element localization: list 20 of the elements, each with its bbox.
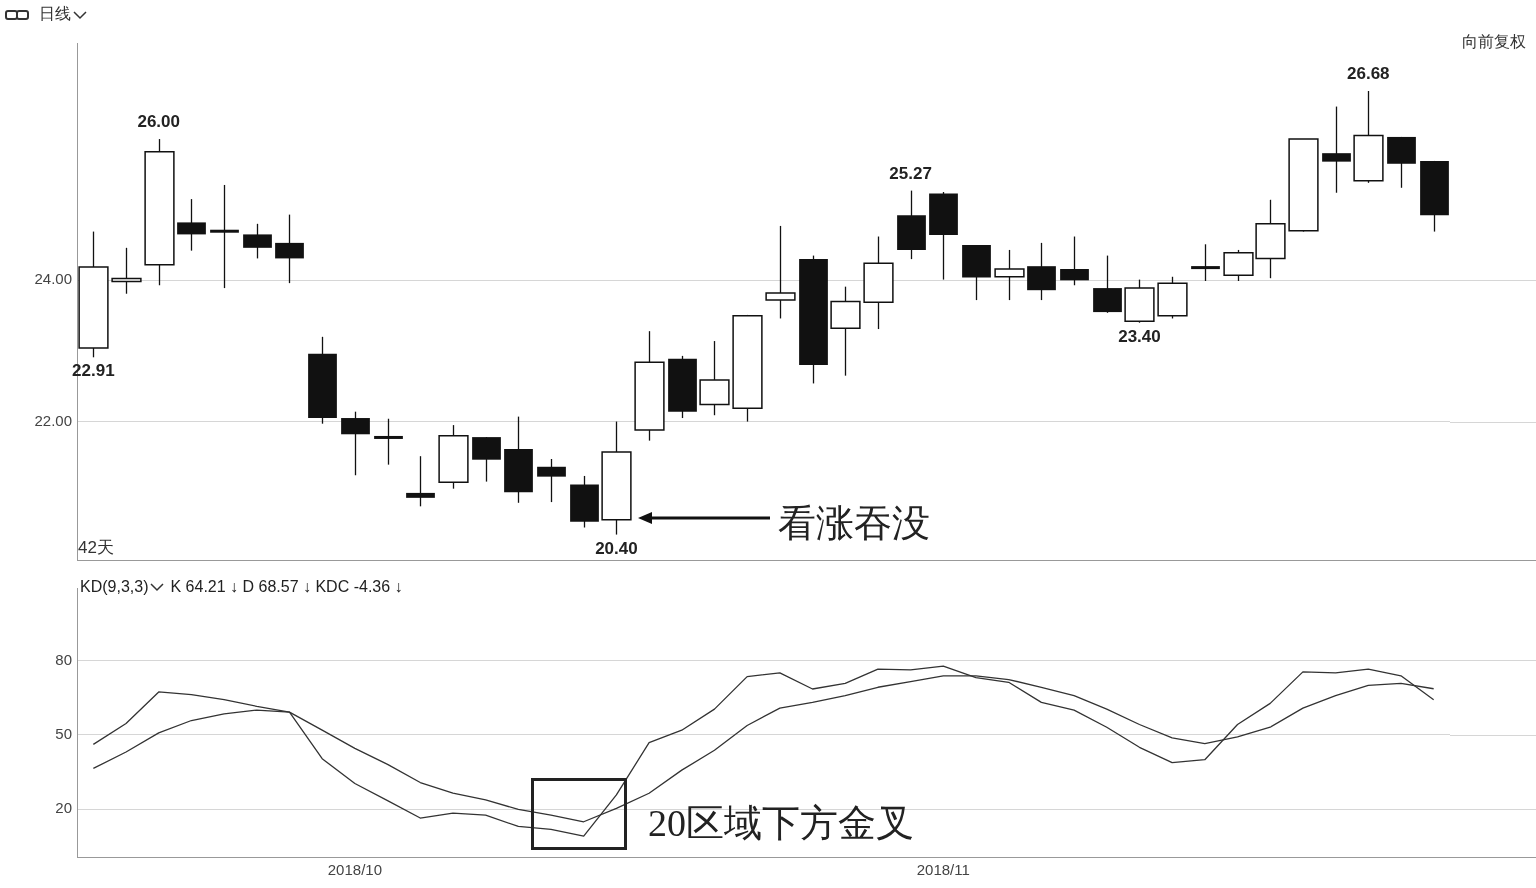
text: 向前复权 — [1462, 32, 1526, 52]
y-tick-label: 22.00 — [34, 411, 72, 429]
y-tick-label: 20 — [55, 799, 72, 817]
annotation: 20.40 — [595, 538, 638, 558]
annotation: 42天 — [78, 537, 114, 559]
annotation: 20区域下方金叉 — [648, 801, 914, 846]
annotation: 26.68 — [1347, 64, 1390, 84]
annotation: 25.27 — [889, 163, 932, 183]
annotation: 26.00 — [137, 112, 180, 132]
x-tick-label: 2018/10 — [327, 861, 382, 879]
y-tick-label: 80 — [55, 650, 72, 668]
annotation: K 64.21 ↓ D 68.57 ↓ KDC -4.36 ↓ — [170, 578, 403, 596]
annotation: 看涨吞没 — [778, 501, 930, 546]
y-tick-label: 50 — [55, 725, 72, 743]
x-tick-label: 2018/11 — [916, 861, 970, 879]
y-tick-label: 24.00 — [34, 270, 72, 288]
annotation: 22.91 — [72, 361, 115, 381]
text: 日线 — [39, 4, 71, 24]
annotation: 23.40 — [1118, 326, 1161, 346]
annotation: KD(9,3,3) — [80, 578, 149, 596]
